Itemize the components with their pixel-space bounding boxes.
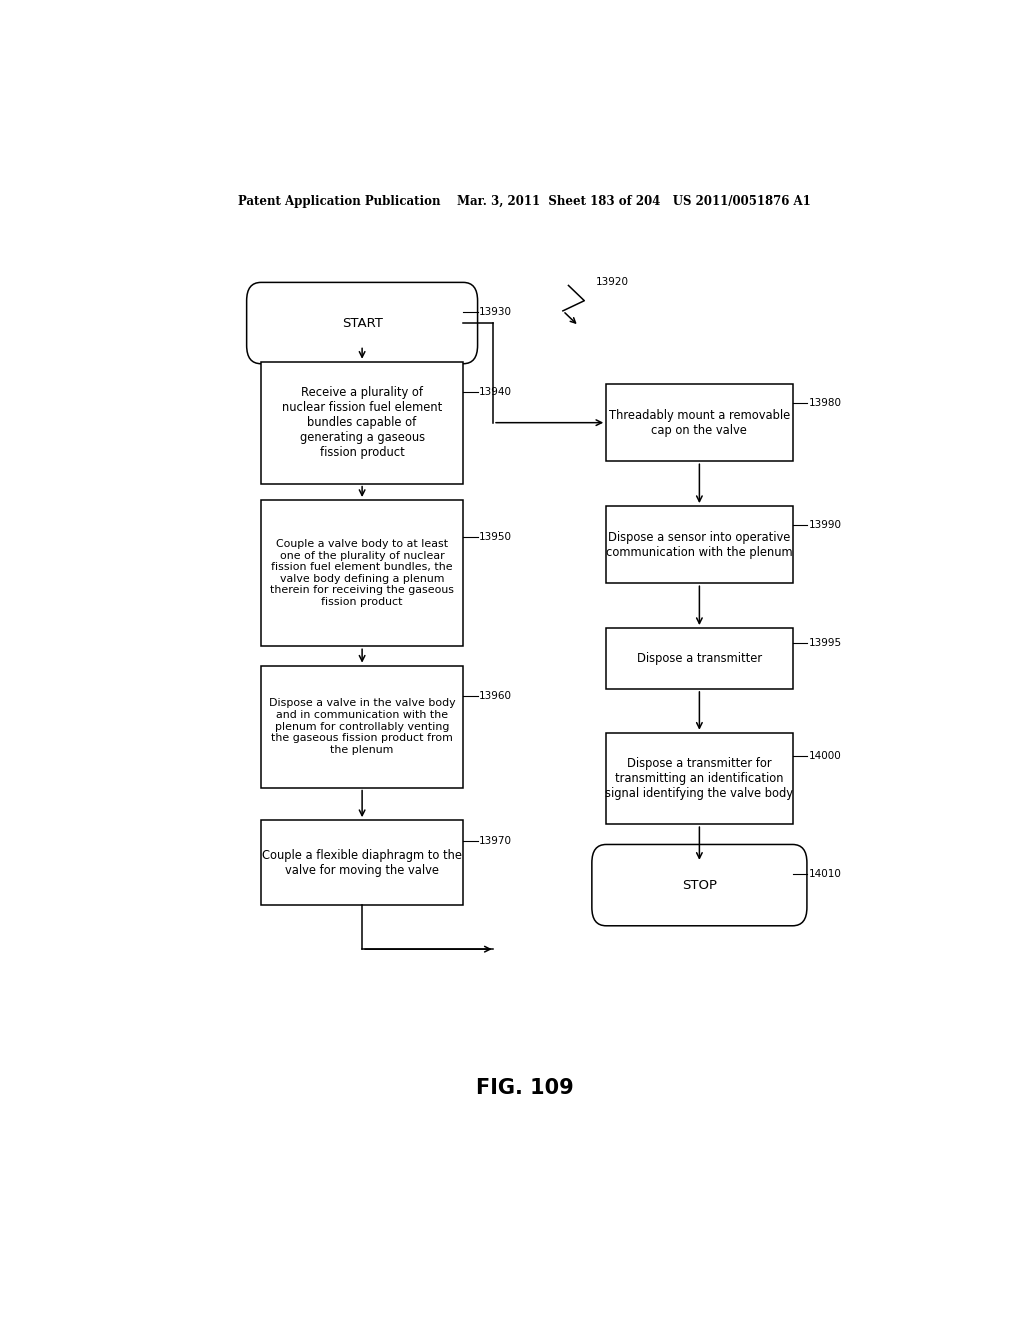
- Bar: [606, 628, 793, 689]
- Text: Dispose a sensor into operative
communication with the plenum: Dispose a sensor into operative communic…: [606, 531, 793, 558]
- Bar: [606, 506, 793, 583]
- Bar: [261, 665, 463, 788]
- Text: 13930: 13930: [479, 306, 512, 317]
- FancyBboxPatch shape: [592, 845, 807, 925]
- Bar: [261, 500, 463, 647]
- Text: 14000: 14000: [809, 751, 842, 760]
- Text: Threadably mount a removable
cap on the valve: Threadably mount a removable cap on the …: [608, 409, 791, 437]
- Text: Dispose a transmitter: Dispose a transmitter: [637, 652, 762, 665]
- Text: 13990: 13990: [809, 520, 842, 531]
- Bar: [261, 362, 463, 483]
- FancyBboxPatch shape: [247, 282, 477, 364]
- Text: FIG. 109: FIG. 109: [476, 1078, 573, 1098]
- Text: 13950: 13950: [479, 532, 512, 541]
- Bar: [261, 820, 463, 906]
- Text: 13940: 13940: [479, 387, 512, 397]
- Text: 13960: 13960: [479, 692, 512, 701]
- Bar: [606, 733, 793, 824]
- Text: Receive a plurality of
nuclear fission fuel element
bundles capable of
generatin: Receive a plurality of nuclear fission f…: [282, 387, 442, 459]
- Text: STOP: STOP: [682, 879, 717, 891]
- Text: 13980: 13980: [809, 399, 842, 408]
- Text: Patent Application Publication    Mar. 3, 2011  Sheet 183 of 204   US 2011/00518: Patent Application Publication Mar. 3, 2…: [239, 194, 811, 207]
- Text: 13920: 13920: [596, 277, 629, 288]
- Text: 13995: 13995: [809, 639, 842, 648]
- Bar: [606, 384, 793, 461]
- Text: Dispose a valve in the valve body
and in communication with the
plenum for contr: Dispose a valve in the valve body and in…: [268, 698, 456, 755]
- Text: Couple a flexible diaphragm to the
valve for moving the valve: Couple a flexible diaphragm to the valve…: [262, 849, 462, 876]
- Text: Couple a valve body to at least
one of the plurality of nuclear
fission fuel ele: Couple a valve body to at least one of t…: [270, 539, 454, 607]
- Text: START: START: [342, 317, 383, 330]
- Text: 14010: 14010: [809, 869, 842, 879]
- Text: 13970: 13970: [479, 837, 512, 846]
- Text: Dispose a transmitter for
transmitting an identification
signal identifying the : Dispose a transmitter for transmitting a…: [605, 756, 794, 800]
